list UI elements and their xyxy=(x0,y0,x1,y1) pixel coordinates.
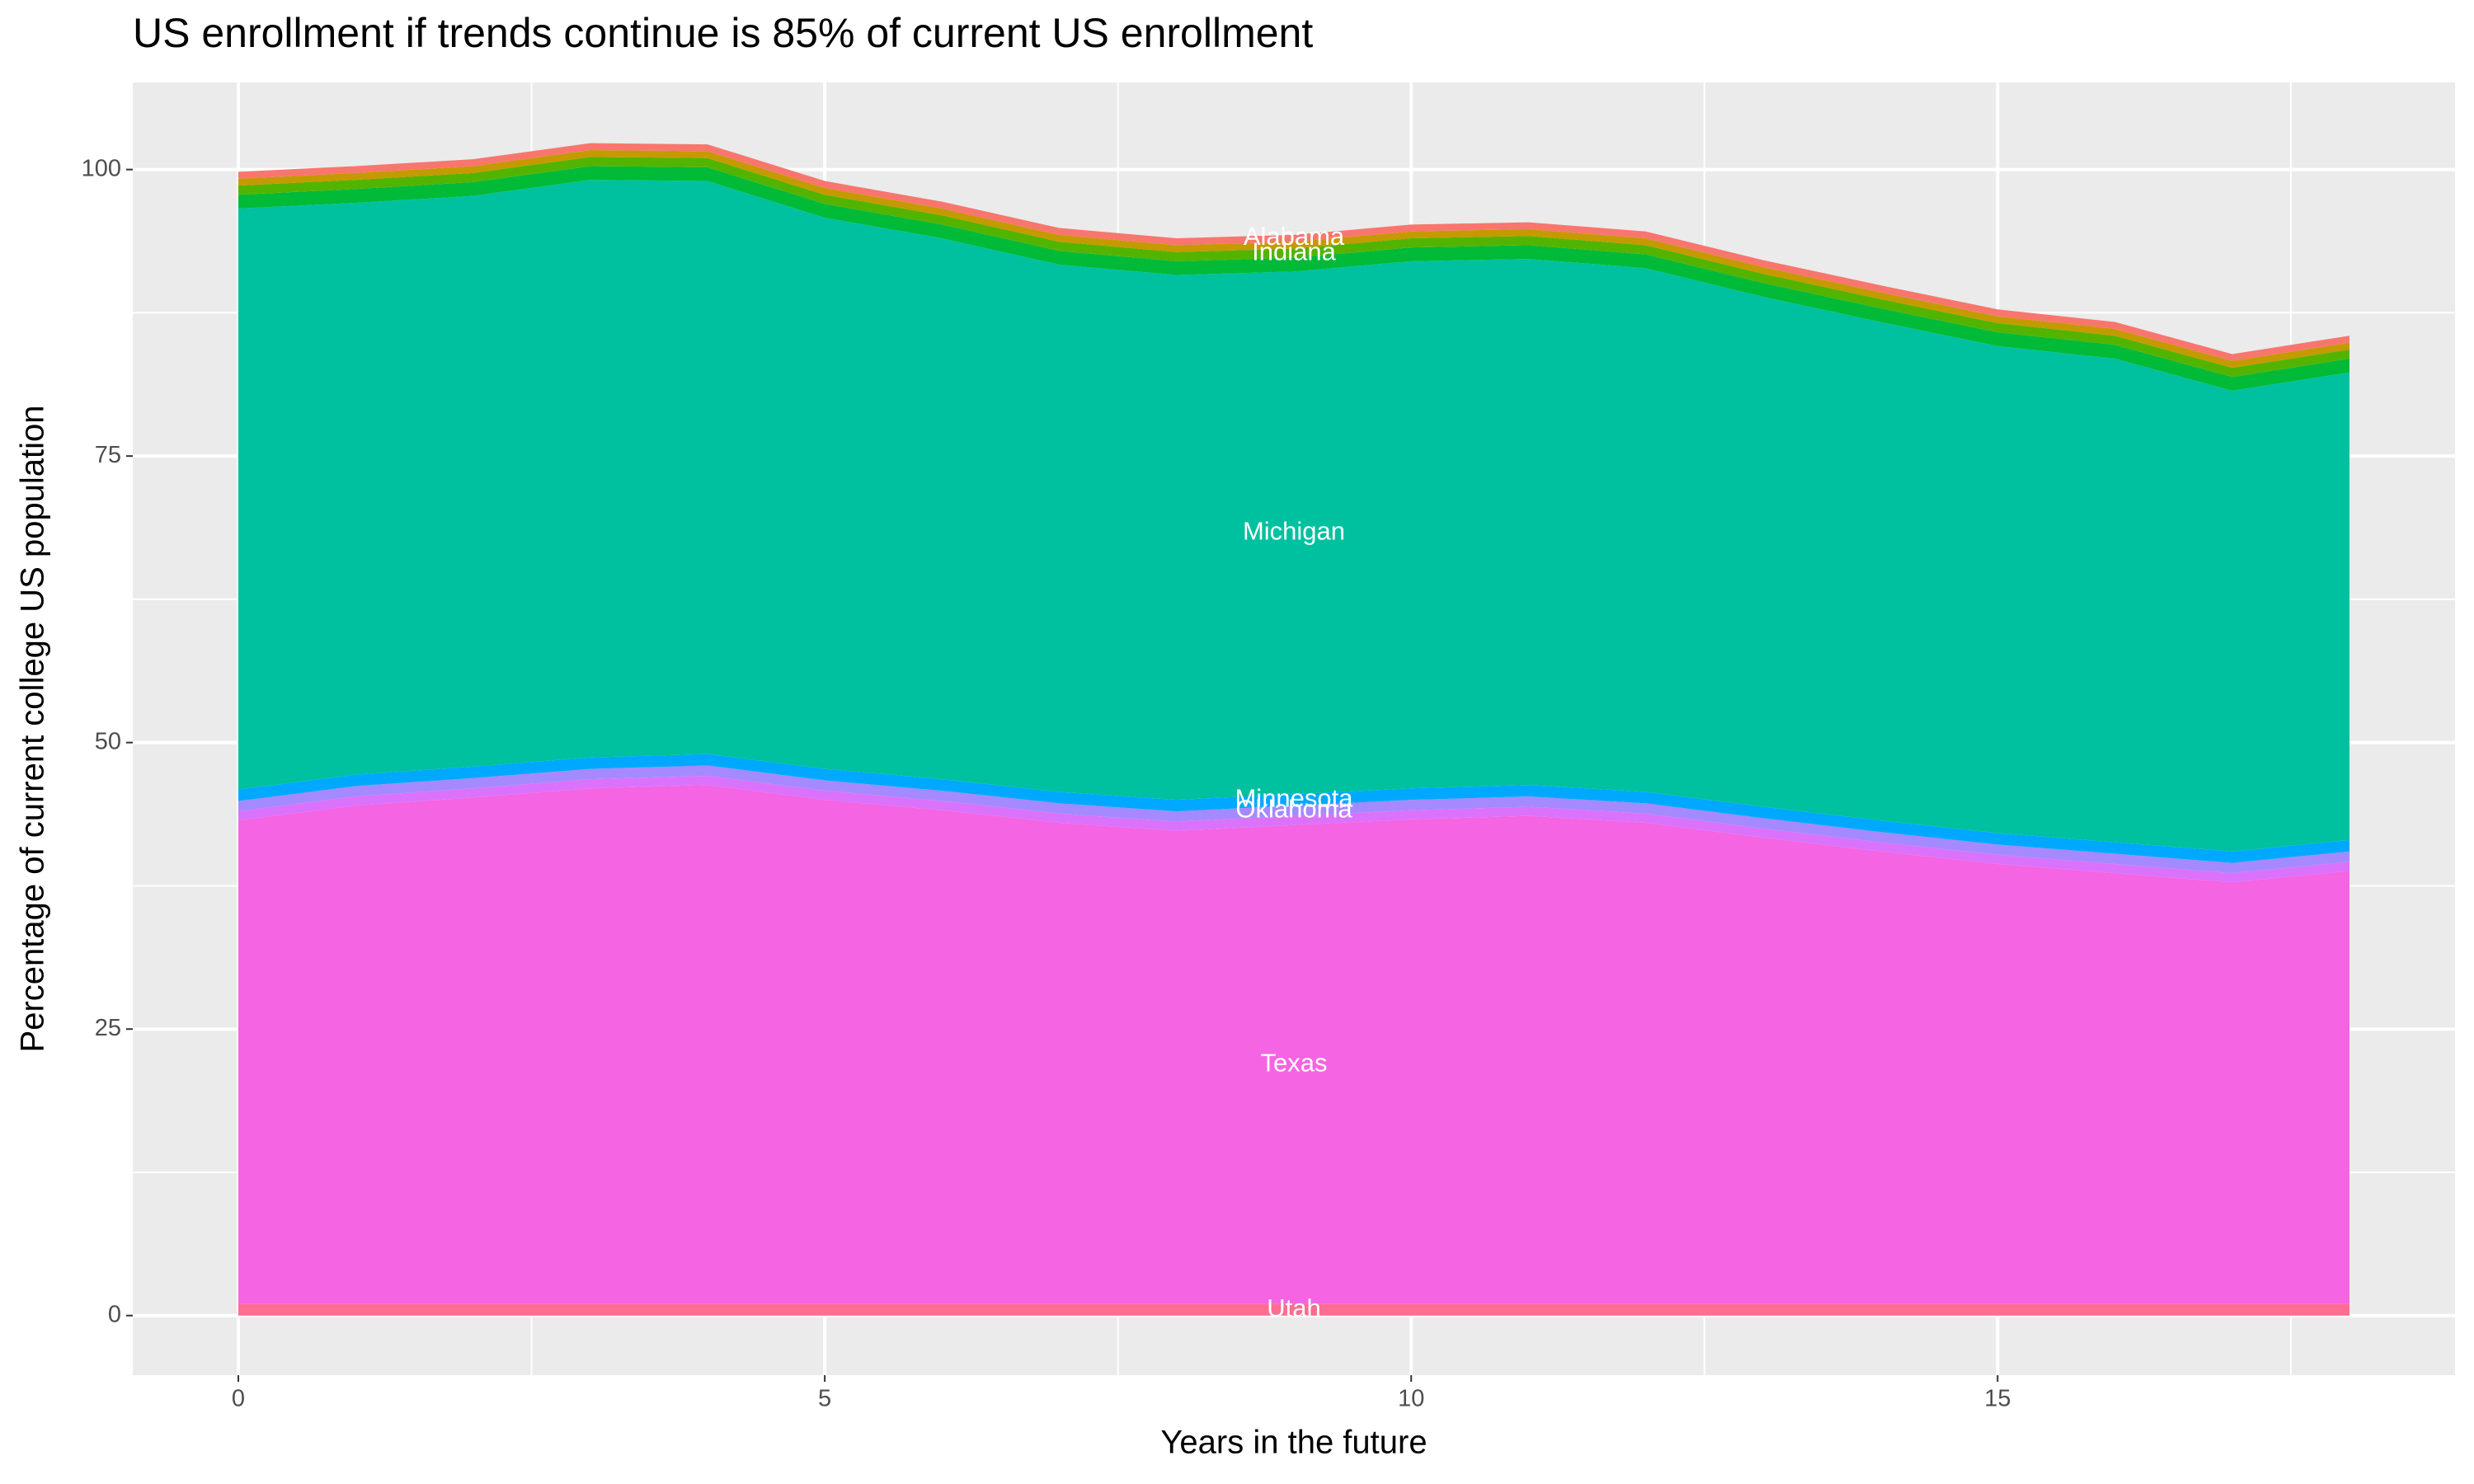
area-label: Alabama xyxy=(1244,222,1345,251)
y-tick-label: 50 xyxy=(95,728,121,754)
area xyxy=(238,775,2349,883)
area-label: Texas xyxy=(1261,1048,1328,1077)
y-tick-label: 75 xyxy=(95,442,121,468)
x-tick-label: 0 xyxy=(232,1386,245,1412)
area xyxy=(238,180,2349,852)
area xyxy=(238,785,2349,1304)
y-tick-label: 25 xyxy=(95,1015,121,1041)
area xyxy=(238,754,2349,863)
y-tick-label: 100 xyxy=(82,155,121,181)
x-tick-label: 10 xyxy=(1398,1386,1424,1412)
area xyxy=(238,1303,2349,1316)
area-label: Utah xyxy=(1267,1294,1320,1322)
area xyxy=(238,157,2349,378)
y-tick-label: 0 xyxy=(108,1301,121,1327)
area-label: Michigan xyxy=(1243,516,1345,545)
x-tick-label: 5 xyxy=(818,1386,831,1412)
area-label: Oklahoma xyxy=(1235,795,1352,824)
area-label: Minnesota xyxy=(1235,783,1353,812)
area xyxy=(238,150,2349,369)
x-axis-label: Years in the future xyxy=(1160,1425,1427,1461)
x-tick-label: 15 xyxy=(1984,1386,2011,1412)
area-label: Indiana xyxy=(1252,237,1336,265)
area xyxy=(238,765,2349,874)
area xyxy=(238,143,2349,361)
y-axis-label: Percentage of current college US populat… xyxy=(15,406,51,1053)
chart-title: US enrollment if trends continue is 85% … xyxy=(133,10,1313,56)
area xyxy=(238,166,2349,391)
